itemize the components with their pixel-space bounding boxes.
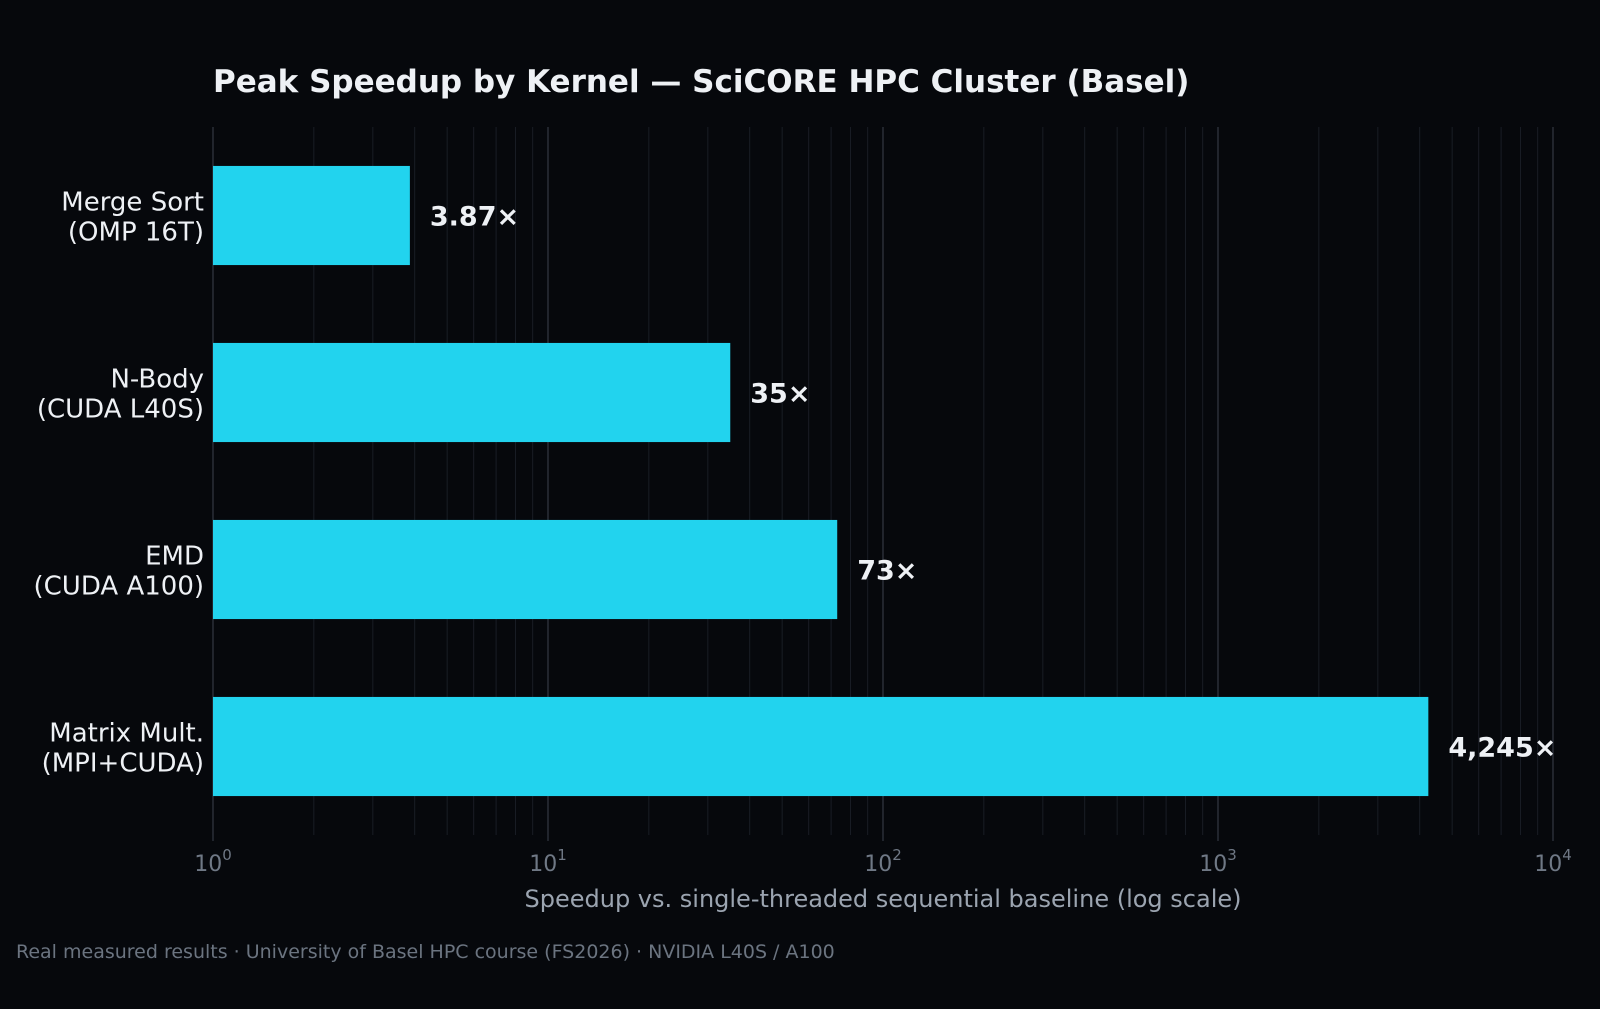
bar bbox=[213, 342, 731, 443]
data-label: 35× bbox=[750, 379, 810, 410]
x-axis-label: Speedup vs. single-threaded sequential b… bbox=[525, 885, 1242, 913]
footnote: Real measured results · University of Ba… bbox=[16, 941, 835, 963]
category-label: (MPI+CUDA) bbox=[42, 749, 204, 779]
data-label: 4,245× bbox=[1448, 733, 1556, 764]
data-label: 3.87× bbox=[430, 202, 519, 233]
tick-label: 102 bbox=[864, 846, 902, 877]
category-label: EMD bbox=[145, 542, 204, 572]
tick-label: 104 bbox=[1534, 846, 1572, 877]
x-axis-ticks: 100 101 102 103 104 bbox=[194, 835, 1572, 877]
category-labels: Merge Sort(OMP 16T)N-Body(CUDA L40S)EMD(… bbox=[34, 188, 205, 779]
category-label: N-Body bbox=[110, 365, 204, 395]
bar bbox=[213, 519, 838, 620]
category-label: Matrix Mult. bbox=[49, 719, 204, 749]
bar bbox=[213, 165, 410, 266]
bars bbox=[213, 165, 1429, 797]
value-labels: 3.87× 35× 73× 4,245× bbox=[430, 202, 1556, 764]
category-label: (OMP 16T) bbox=[68, 218, 204, 248]
category-label: (CUDA A100) bbox=[34, 572, 205, 602]
data-label: 73× bbox=[857, 556, 917, 587]
tick-label: 100 bbox=[194, 846, 232, 877]
chart-title: Peak Speedup by Kernel — SciCORE HPC Clu… bbox=[213, 64, 1189, 100]
category-label: Merge Sort bbox=[61, 188, 204, 218]
tick-label: 101 bbox=[529, 846, 567, 877]
category-label: (CUDA L40S) bbox=[37, 395, 204, 425]
bar bbox=[213, 696, 1429, 797]
tick-label: 103 bbox=[1199, 846, 1237, 877]
